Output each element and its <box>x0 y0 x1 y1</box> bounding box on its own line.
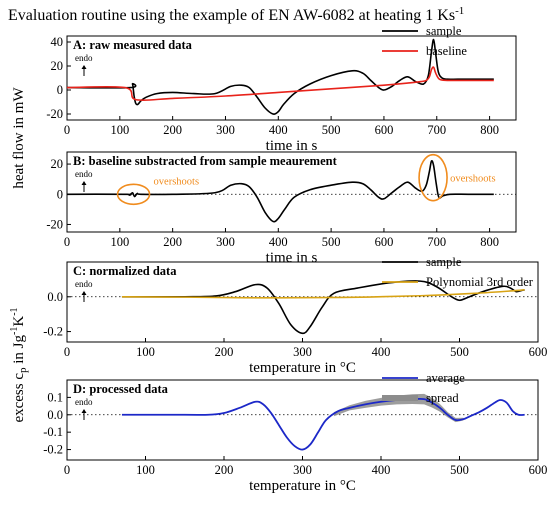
x-tick-label: 500 <box>322 123 341 137</box>
x-tick-label: 400 <box>269 235 288 249</box>
y-tick-label: -0.1 <box>43 425 63 439</box>
x-axis-label: temperature in °C <box>249 478 356 494</box>
x-tick-label: 500 <box>322 235 341 249</box>
x-tick-label: 400 <box>269 123 288 137</box>
endo-arrow-head <box>81 409 87 413</box>
x-tick-label: 600 <box>375 123 394 137</box>
x-tick-label: 0 <box>64 235 70 249</box>
x-axis-label: time in s <box>266 250 318 266</box>
x-tick-label: 200 <box>215 345 234 359</box>
overshoot-ellipse-right <box>418 153 448 202</box>
legend-label: baseline <box>426 44 467 58</box>
x-tick-label: 500 <box>450 345 469 359</box>
x-tick-label: 600 <box>529 345 548 359</box>
figure-title: Evaluation routine using the example of … <box>8 5 464 24</box>
endo-label: endo <box>75 279 93 289</box>
y-tick-label: 0.0 <box>47 290 63 304</box>
y-tick-label: -20 <box>46 217 63 231</box>
x-tick-label: 800 <box>480 235 499 249</box>
legend-label: Polynomial 3rd order <box>426 275 534 289</box>
y-tick-label: -0.2 <box>43 443 63 457</box>
x-tick-label: 400 <box>372 463 391 477</box>
series-line-baseline <box>67 66 494 102</box>
y-tick-label: 20 <box>51 59 64 73</box>
x-tick-label: 300 <box>293 463 312 477</box>
x-tick-label: 100 <box>110 123 129 137</box>
x-tick-label: 600 <box>529 463 548 477</box>
x-tick-label: 0 <box>64 345 70 359</box>
panel-title: A: raw measured data <box>73 38 193 52</box>
endo-label: endo <box>75 397 93 407</box>
x-axis-label: time in s <box>266 138 318 154</box>
overshoot-label-left: overshoots <box>154 176 200 187</box>
x-tick-label: 0 <box>64 463 70 477</box>
x-tick-label: 200 <box>163 123 182 137</box>
overshoot-ellipse-left <box>116 183 151 206</box>
x-tick-label: 0 <box>64 123 70 137</box>
x-tick-label: 700 <box>427 123 446 137</box>
x-tick-label: 700 <box>427 235 446 249</box>
x-tick-label: 300 <box>216 235 235 249</box>
series-line-sample <box>121 280 525 335</box>
panel-title: B: baseline substracted from sample meau… <box>73 154 338 168</box>
y-tick-label: 20 <box>51 157 64 171</box>
legend-swatch <box>382 395 418 401</box>
endo-label: endo <box>75 53 93 63</box>
x-tick-label: 100 <box>110 235 129 249</box>
y-tick-label: -0.2 <box>43 325 63 339</box>
plot-frame <box>66 35 517 121</box>
y-tick-label: 0.0 <box>47 408 63 422</box>
legend-label: average <box>426 371 465 385</box>
x-tick-label: 600 <box>375 235 394 249</box>
ylabel-excess-cp: excess cp in Jg-1K-1 <box>9 307 29 422</box>
endo-arrow-head <box>81 65 87 69</box>
panel-title: C: normalized data <box>73 264 177 278</box>
endo-label: endo <box>75 169 93 179</box>
x-tick-label: 800 <box>480 123 499 137</box>
endo-arrow-head <box>81 181 87 185</box>
x-tick-label: 400 <box>372 345 391 359</box>
overshoot-label-right: overshoots <box>450 174 496 185</box>
x-tick-label: 100 <box>136 345 155 359</box>
y-tick-label: 0 <box>57 187 63 201</box>
series-line-sample <box>67 38 494 115</box>
ylabel-heat-flow: heat flow in mW <box>11 87 27 189</box>
x-tick-label: 300 <box>216 123 235 137</box>
y-tick-label: 40 <box>51 35 64 49</box>
legend-label: sample <box>426 24 462 38</box>
x-tick-label: 100 <box>136 463 155 477</box>
x-axis-label: temperature in °C <box>249 360 356 376</box>
x-tick-label: 300 <box>293 345 312 359</box>
x-tick-label: 500 <box>450 463 469 477</box>
series-line-average <box>121 397 525 451</box>
y-tick-label: -20 <box>46 107 63 121</box>
endo-arrow-head <box>81 291 87 295</box>
series-spread-band <box>333 393 464 423</box>
y-tick-label: 0.1 <box>47 390 63 404</box>
panel-title: D: processed data <box>73 382 169 396</box>
y-tick-label: 0 <box>57 83 63 97</box>
legend-label: sample <box>426 255 462 269</box>
plot-frame <box>66 151 517 233</box>
x-tick-label: 200 <box>215 463 234 477</box>
series-line-polynomial-3rd-order <box>121 289 525 299</box>
series-line-sample <box>67 160 494 223</box>
panel-3: 0 100 200 300 400 500 600 -0.2 -0.1 0.0 0.1 tempera… <box>43 371 547 494</box>
legend-label: spread <box>426 391 459 405</box>
x-tick-label: 200 <box>163 235 182 249</box>
panel-2: 0 100 200 300 400 500 600 -0.2 0.0 temperature in… <box>43 255 547 376</box>
